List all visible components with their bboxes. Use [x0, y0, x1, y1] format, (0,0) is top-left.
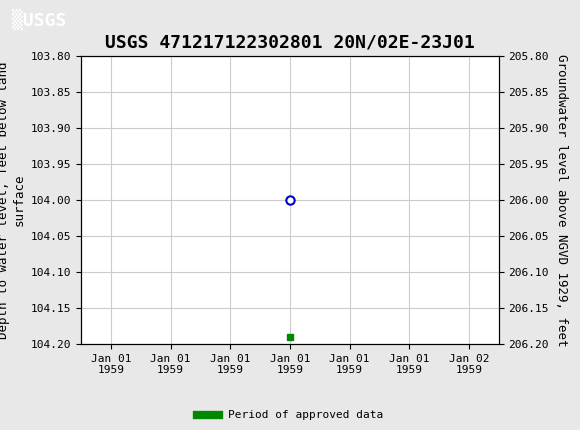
Legend: Period of approved data: Period of approved data	[193, 406, 387, 425]
Title: USGS 471217122302801 20N/02E-23J01: USGS 471217122302801 20N/02E-23J01	[105, 34, 475, 52]
Y-axis label: Groundwater level above NGVD 1929, feet: Groundwater level above NGVD 1929, feet	[554, 54, 568, 346]
Y-axis label: Depth to water level, feet below land
surface: Depth to water level, feet below land su…	[0, 61, 26, 339]
Text: ▒USGS: ▒USGS	[12, 9, 66, 30]
